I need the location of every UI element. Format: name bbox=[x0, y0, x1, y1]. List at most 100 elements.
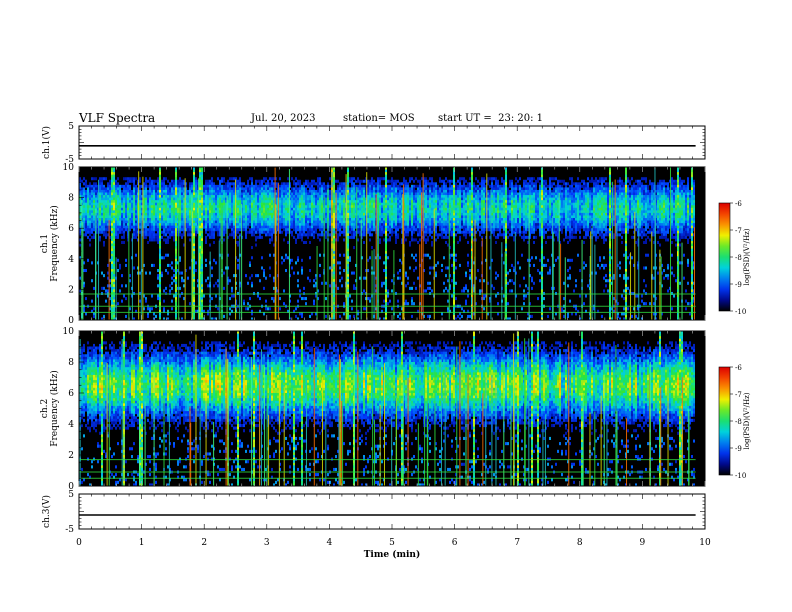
spectrogram-cell bbox=[103, 233, 105, 236]
spectrogram-cell bbox=[165, 292, 167, 295]
spectrogram-cell bbox=[295, 241, 297, 244]
spectrogram-cell bbox=[223, 315, 225, 318]
spectrogram-cell bbox=[101, 287, 103, 290]
spectrogram-cell bbox=[309, 315, 311, 318]
spectrogram-cell bbox=[397, 236, 399, 239]
spectrogram-cell bbox=[179, 295, 181, 298]
spectrogram-cell bbox=[295, 231, 297, 234]
spectrogram-cell bbox=[115, 236, 117, 239]
spectrogram-cell bbox=[349, 236, 351, 239]
spectrogram-cell bbox=[91, 300, 93, 303]
spectrogram-cell bbox=[91, 261, 93, 264]
spectrogram-cell bbox=[319, 228, 321, 231]
spectrogram-cell bbox=[89, 244, 91, 247]
spectrogram-cell bbox=[151, 307, 153, 310]
spectrogram-cell bbox=[317, 226, 319, 229]
spectrogram-cell bbox=[189, 302, 191, 305]
spectrogram-cell bbox=[343, 233, 345, 236]
spectrogram-cell bbox=[419, 233, 421, 236]
spectrogram-cell bbox=[389, 180, 391, 183]
spectrogram-cell bbox=[181, 279, 183, 282]
spectrogram-cell bbox=[315, 231, 317, 234]
spectrogram-cell bbox=[101, 272, 103, 275]
spectrogram-cell bbox=[349, 231, 351, 234]
spectrogram-cell bbox=[171, 282, 173, 285]
spectrogram-cell bbox=[409, 244, 411, 247]
spectrogram-cell bbox=[87, 236, 89, 239]
spectrogram-cell bbox=[309, 241, 311, 244]
spectrogram-cell bbox=[287, 256, 289, 259]
spectrogram-cell bbox=[329, 284, 331, 287]
spectrogram-cell bbox=[363, 307, 365, 310]
spectrogram-cell bbox=[189, 238, 191, 241]
spectrogram-cell bbox=[179, 272, 181, 275]
spectrogram-cell bbox=[301, 238, 303, 241]
spectrogram-cell bbox=[247, 226, 249, 229]
spectrogram-cell bbox=[195, 269, 197, 272]
spectrogram-cell bbox=[181, 272, 183, 275]
spectrogram-cell bbox=[387, 233, 389, 236]
spectrogram-cell bbox=[169, 284, 171, 287]
spectrogram-cell bbox=[233, 236, 235, 239]
spectrogram-cell bbox=[413, 282, 415, 285]
spectrogram-cell bbox=[413, 238, 415, 241]
spectrogram-cell bbox=[101, 292, 103, 295]
spectrogram-cell bbox=[151, 238, 153, 241]
spectrogram-cell bbox=[205, 259, 207, 262]
spectrogram-cell bbox=[145, 300, 147, 303]
spectrogram-cell bbox=[293, 272, 295, 275]
spectrogram-cell bbox=[163, 233, 165, 236]
spectrogram-cell bbox=[341, 226, 343, 229]
spectrogram-cell bbox=[253, 292, 255, 295]
spectrogram-cell bbox=[399, 226, 401, 229]
spectrogram-cell bbox=[407, 233, 409, 236]
spectrogram-cell bbox=[405, 302, 407, 305]
spectrogram-cell bbox=[369, 256, 371, 259]
spectrogram-cell bbox=[211, 274, 213, 277]
spectrogram-cell bbox=[371, 228, 373, 231]
spectrogram-cell bbox=[429, 272, 431, 275]
spectrogram-cell bbox=[161, 274, 163, 277]
spectrogram-cell bbox=[155, 180, 157, 183]
spectrogram-cell bbox=[263, 231, 265, 234]
spectrogram-cell bbox=[151, 295, 153, 298]
spectrogram-cell bbox=[429, 287, 431, 290]
spectrogram-cell bbox=[429, 177, 431, 180]
spectrogram-cell bbox=[161, 231, 163, 234]
spectrogram-cell bbox=[339, 261, 341, 264]
spectrogram-cell bbox=[363, 277, 365, 280]
spectrogram-cell bbox=[337, 261, 339, 264]
spectrogram-cell bbox=[173, 269, 175, 272]
spectrogram-cell bbox=[337, 180, 339, 183]
spectrogram-cell bbox=[121, 231, 123, 234]
spectrogram-cell bbox=[417, 241, 419, 244]
spectrogram-cell bbox=[93, 315, 95, 318]
spectrogram-cell bbox=[83, 182, 85, 185]
spectrogram-cell bbox=[189, 266, 191, 269]
spectrogram-cell bbox=[221, 180, 223, 183]
spectrogram-cell bbox=[171, 300, 173, 303]
spectrogram-cell bbox=[117, 302, 119, 305]
spectrogram-cell bbox=[229, 233, 231, 236]
spectrogram-cell bbox=[413, 256, 415, 259]
spectrogram-cell bbox=[223, 233, 225, 236]
spectrogram-cell bbox=[139, 226, 141, 229]
spectrogram-cell bbox=[93, 307, 95, 310]
spectrogram-cell bbox=[103, 274, 105, 277]
spectrogram-cell bbox=[293, 228, 295, 231]
spectrogram-cell bbox=[123, 241, 125, 244]
spectrogram-cell bbox=[95, 177, 97, 180]
spectrogram-cell bbox=[351, 307, 353, 310]
spectrogram-cell bbox=[233, 177, 235, 180]
spectrogram-cell bbox=[93, 177, 95, 180]
spectrogram-cell bbox=[409, 228, 411, 231]
spectrogram-cell bbox=[145, 272, 147, 275]
spectrogram-cell bbox=[129, 180, 131, 183]
spectrogram-cell bbox=[391, 233, 393, 236]
spectrogram-cell bbox=[371, 233, 373, 236]
spectrogram-cell bbox=[135, 254, 137, 257]
spectrogram-cell bbox=[427, 231, 429, 234]
spectrogram-cell bbox=[367, 259, 369, 262]
spectrogram-cell bbox=[135, 177, 137, 180]
